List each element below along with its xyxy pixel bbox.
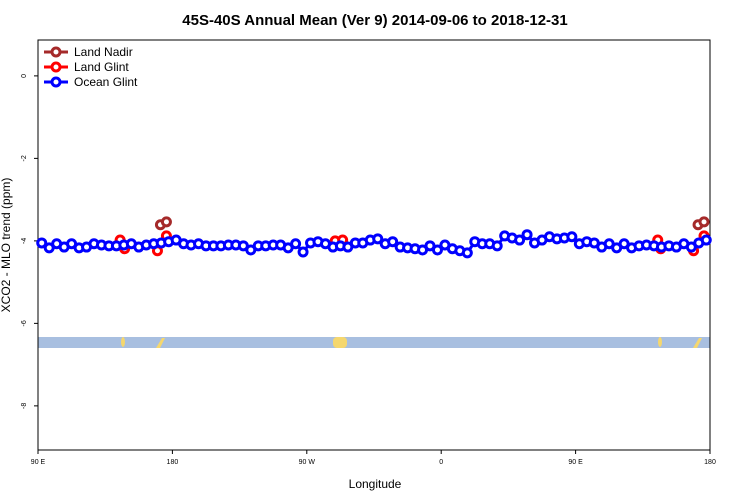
data-point (160, 216, 172, 228)
data-point (372, 233, 384, 245)
y-tick-label: -6 (21, 320, 28, 326)
y-tick-label: -2 (21, 155, 28, 161)
land-mask-strip (38, 337, 710, 348)
x-tick-label: 90 E (568, 459, 583, 466)
data-point (566, 231, 578, 243)
data-point (290, 238, 302, 250)
x-tick-label: 90 E (31, 459, 46, 466)
data-point (431, 244, 443, 256)
y-tick-label: 0 (21, 74, 28, 78)
data-point (297, 246, 309, 258)
data-point (461, 247, 473, 259)
x-tick-label: 90 W (299, 459, 316, 466)
legend-label: Ocean Glint (74, 75, 138, 89)
x-tick-label: 180 (704, 459, 716, 466)
series-line (159, 220, 705, 227)
data-point (521, 229, 533, 241)
y-axis-label: XCO2 - MLO trend (ppm) (0, 178, 13, 313)
x-tick-label: 180 (167, 459, 179, 466)
legend-label: Land Glint (74, 60, 129, 74)
legend-marker (50, 46, 62, 58)
legend-label: Land Nadir (74, 45, 133, 59)
legend-marker (50, 61, 62, 73)
chart-title: 45S-40S Annual Mean (Ver 9) 2014-09-06 t… (182, 12, 567, 29)
data-point (36, 237, 48, 249)
y-tick-label: -8 (21, 403, 28, 409)
x-tick-label: 0 (439, 459, 443, 466)
data-point (387, 236, 399, 248)
data-point (514, 234, 526, 246)
x-axis-label: Longitude (349, 477, 402, 491)
legend-marker (50, 76, 62, 88)
data-point (700, 234, 712, 246)
data-point (698, 216, 710, 228)
data-point (491, 240, 503, 252)
y-tick-label: -4 (21, 238, 28, 244)
